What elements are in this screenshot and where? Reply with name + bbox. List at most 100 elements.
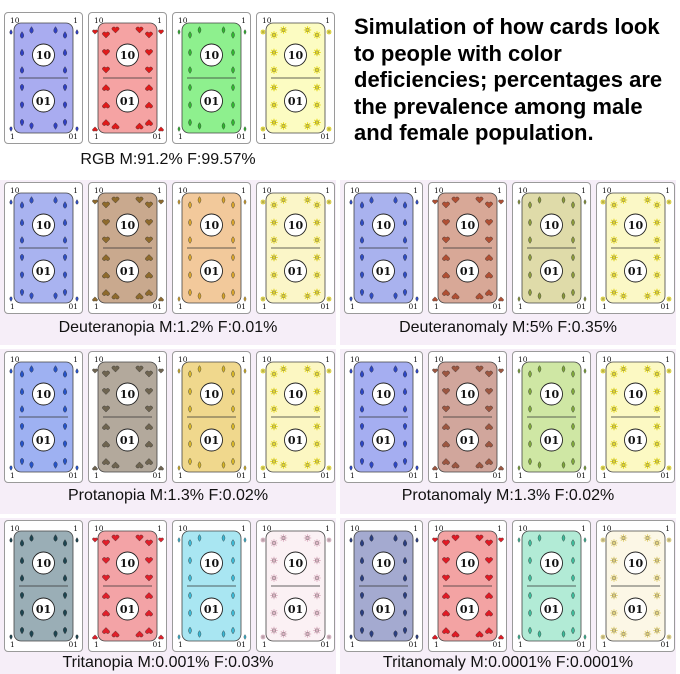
corner-index: 1 (434, 640, 439, 649)
leaf-icon (571, 288, 575, 297)
leaf-icon (231, 440, 235, 448)
drop-icon (63, 539, 67, 547)
sun-icon (653, 370, 661, 378)
leaf-icon (517, 368, 521, 374)
drop-icon (29, 196, 34, 204)
heart-icon (442, 627, 450, 634)
sun-icon (270, 370, 278, 378)
drop-icon (63, 574, 67, 582)
sun-icon (279, 292, 288, 300)
drop-icon (53, 26, 58, 34)
playing-card: 10 01 10 1 1 01 (512, 182, 591, 314)
drop-icon (63, 218, 67, 227)
drop-icon (20, 66, 24, 74)
drop-icon (360, 591, 364, 600)
drop-icon (393, 461, 398, 469)
heart-icon (145, 405, 153, 413)
corner-index: 01 (492, 640, 502, 649)
drop-icon (360, 387, 364, 396)
corner-index: 1 (350, 471, 355, 480)
heart-icon (145, 271, 153, 279)
drop-icon (29, 534, 34, 542)
rank-label: 10 (36, 49, 52, 62)
rank-badge: 10 (284, 551, 307, 575)
sun-icon (653, 422, 661, 431)
sun-icon (600, 634, 606, 640)
sun-icon (653, 253, 661, 262)
rank-badge: 01 (372, 597, 395, 621)
playing-card: 10 01 10 1 1 01 (88, 351, 167, 483)
leaf-icon (231, 218, 235, 227)
drop-icon (369, 461, 374, 469)
corner-index: 10 (434, 524, 444, 533)
rank-badge: 01 (32, 259, 55, 283)
drop-icon (349, 465, 353, 471)
heart-icon (485, 539, 493, 547)
sun-icon (653, 387, 661, 396)
heart-icon (442, 574, 450, 582)
corner-index: 01 (68, 640, 78, 649)
rank-badge: 01 (540, 597, 563, 621)
sun-icon (260, 634, 266, 640)
sun-icon (326, 296, 332, 302)
playing-card: 10 01 10 1 1 01 (4, 12, 83, 144)
sun-icon (313, 556, 321, 565)
heart-icon (451, 196, 460, 204)
leaf-icon (231, 405, 235, 413)
rank-badge: 10 (32, 213, 55, 237)
drop-icon (53, 196, 58, 204)
leaf-icon (528, 539, 532, 547)
sun-icon (313, 574, 321, 582)
sun-icon (279, 26, 288, 34)
leaf-icon (188, 609, 192, 617)
heart-icon (475, 534, 484, 542)
sun-icon (600, 199, 606, 205)
leaf-icon (537, 292, 542, 300)
leaf-icon (231, 118, 235, 127)
sun-icon (610, 405, 618, 413)
drop-icon (53, 122, 58, 130)
drop-icon (20, 218, 24, 227)
rank-badge: 01 (200, 259, 223, 283)
drop-icon (369, 534, 374, 542)
sun-icon (666, 537, 672, 543)
sun-icon (270, 422, 278, 431)
leaf-icon (571, 591, 575, 600)
rank-label: 10 (376, 219, 392, 232)
sun-icon (326, 465, 332, 471)
corner-index: 1 (350, 640, 355, 649)
drop-icon (360, 440, 364, 448)
rank-label: 01 (120, 603, 135, 616)
heart-icon (102, 458, 110, 465)
leaf-icon (188, 101, 192, 109)
heart-icon (442, 201, 450, 209)
heart-icon (135, 365, 144, 373)
corner-index: 01 (408, 471, 418, 480)
corner-index: 10 (434, 186, 444, 195)
heart-icon (102, 254, 110, 261)
heart-icon (102, 219, 110, 226)
heart-icon (432, 368, 438, 374)
leaf-icon (231, 626, 235, 635)
drop-icon (415, 465, 419, 471)
corner-index: 1 (497, 355, 502, 364)
rank-badge: 01 (32, 89, 55, 113)
heart-icon (158, 199, 164, 205)
rank-label: 01 (376, 603, 391, 616)
corner-index: 10 (518, 355, 528, 364)
drop-icon (20, 118, 24, 127)
sun-icon (270, 556, 278, 565)
sun-icon (619, 292, 628, 300)
heart-icon (498, 537, 504, 543)
heart-icon (475, 365, 484, 373)
sun-icon (600, 465, 606, 471)
corner-index: 10 (178, 186, 188, 195)
leaf-icon (188, 440, 192, 448)
drop-icon (20, 387, 24, 396)
leaf-icon (583, 465, 587, 471)
playing-card: 10 01 10 1 1 01 (344, 351, 423, 483)
